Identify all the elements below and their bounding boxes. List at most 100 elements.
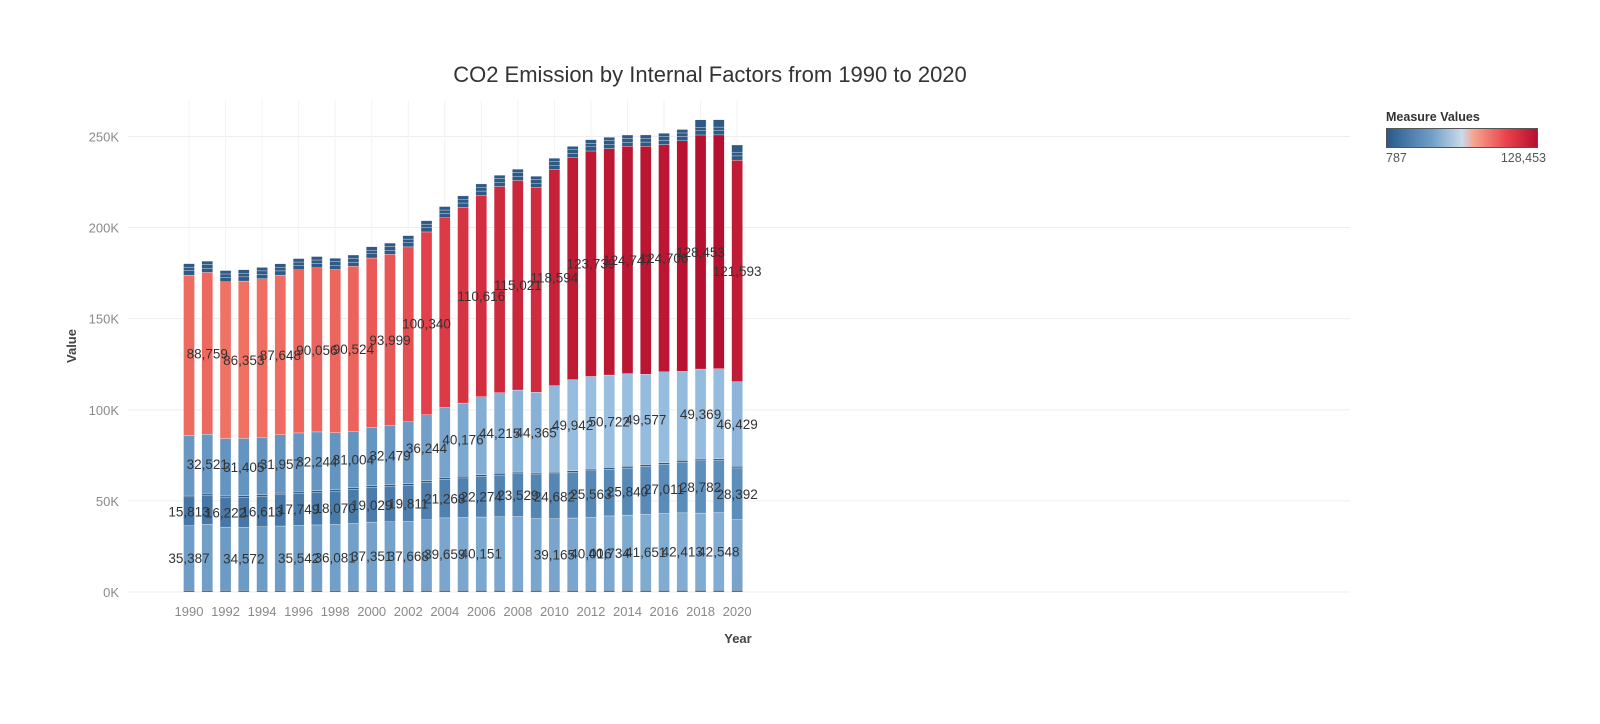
- bar-segment: [219, 590, 232, 593]
- data-label: 40,734: [589, 546, 631, 561]
- bar-segment: [658, 462, 670, 465]
- data-label: 22,274: [461, 490, 503, 505]
- bar-segment: [329, 590, 341, 593]
- bar-segment: [402, 235, 414, 240]
- bar-segment: [475, 183, 487, 188]
- bar-segment: [238, 269, 250, 274]
- bar-segment: [201, 590, 213, 593]
- bar-segment: [731, 590, 743, 593]
- bar-segment: [567, 590, 579, 593]
- bar-segment: [439, 477, 451, 480]
- data-label: 44,365: [515, 426, 556, 441]
- axes: 0K 50K 100K 150K 200K 250K 1990 1992 1994 1996 199…: [64, 129, 752, 646]
- bar-segment: [420, 590, 433, 593]
- bar-segment: [585, 146, 597, 152]
- data-label: 19,811: [388, 496, 428, 511]
- bar-segment: [274, 492, 287, 495]
- bar-segment: [366, 590, 378, 593]
- bar-segment: [457, 207, 469, 404]
- bar-segment: [658, 590, 670, 593]
- bar-segment: [238, 590, 250, 593]
- bar-segment: [621, 134, 634, 139]
- bar-segment: [256, 494, 268, 497]
- bar-segment: [274, 267, 287, 272]
- bar-segment: [183, 590, 195, 593]
- bar-segment: [621, 141, 634, 147]
- x-tick-label: 2006: [467, 604, 496, 619]
- data-label: 16,222: [205, 505, 246, 520]
- legend-min-label: 787: [1386, 151, 1407, 165]
- bar-segment: [475, 590, 487, 593]
- data-labels: 35,387 34,572 35,54236,08137,35137,66839,6…: [168, 245, 761, 567]
- bar-segment: [402, 483, 414, 486]
- data-label: 21,268: [424, 492, 465, 507]
- data-label: 18,070: [315, 501, 356, 516]
- data-label: 128,453: [676, 245, 725, 260]
- bar-segment: [475, 187, 487, 192]
- bar-segment: [366, 253, 378, 259]
- bar-segment: [457, 202, 469, 208]
- bar-segment: [676, 129, 688, 134]
- bar-segment: [493, 175, 506, 179]
- data-label: 41,651: [625, 545, 666, 560]
- bar-segment: [731, 155, 743, 161]
- bar-segment: [183, 270, 195, 276]
- bar-segment: [311, 490, 323, 493]
- data-label: 23,529: [497, 488, 538, 503]
- bar-segment: [530, 183, 542, 188]
- bar-segment: [713, 126, 725, 131]
- bar-segment: [567, 470, 579, 473]
- bar-segment: [402, 242, 414, 248]
- legend-labels: 787 128,453: [1386, 151, 1546, 169]
- bar-segment: [402, 238, 414, 243]
- data-label: 35,542: [278, 551, 319, 566]
- data-label: 50,722: [589, 414, 630, 429]
- data-label: 40,151: [461, 547, 502, 562]
- bar-segment: [731, 144, 743, 153]
- data-label: 110,616: [457, 289, 505, 304]
- x-tick-label: 1996: [284, 604, 313, 619]
- bar-segment: [420, 223, 433, 228]
- bar-segment: [238, 273, 250, 278]
- bar-segment: [621, 138, 634, 143]
- data-label: 87,648: [260, 348, 301, 363]
- data-label: 32,521: [187, 457, 228, 472]
- data-label: 25,563: [570, 487, 611, 502]
- bar-segment: [658, 136, 670, 141]
- data-label: 46,429: [716, 417, 757, 432]
- bar-segment: [439, 590, 451, 593]
- bar-segment: [201, 268, 213, 273]
- bar-segment: [256, 274, 268, 279]
- bar-segment: [457, 476, 469, 479]
- bar-segment: [640, 134, 652, 139]
- data-label: 17,749: [278, 502, 319, 517]
- data-label: 118,594: [530, 271, 578, 286]
- bar-segment: [292, 265, 305, 270]
- x-tick-label: 2014: [613, 604, 642, 619]
- bar-segment: [183, 266, 195, 271]
- bar-segment: [493, 590, 506, 593]
- bar-segment: [402, 590, 414, 593]
- bar-segment: [201, 264, 213, 269]
- data-label: 121,593: [713, 264, 762, 279]
- bar-segment: [676, 590, 688, 593]
- bar-segment: [640, 464, 652, 467]
- data-label: 19,029: [351, 498, 392, 513]
- bar-segment: [585, 590, 597, 593]
- bar-segment: [274, 590, 287, 593]
- bar-segment: [347, 258, 360, 263]
- bar-segment: [694, 126, 707, 131]
- bar-segment: [603, 137, 615, 141]
- x-tick-label: 2018: [686, 604, 715, 619]
- bar-segment: [256, 590, 268, 593]
- x-tick-label: 2004: [430, 604, 459, 619]
- data-label: 39,659: [424, 547, 465, 562]
- bar-segment: [548, 165, 561, 170]
- bar-segment: [603, 590, 615, 593]
- data-label: 34,572: [223, 552, 264, 567]
- data-label: 25,840: [607, 485, 648, 500]
- bar-segment: [384, 246, 396, 251]
- data-label: 42,413: [662, 545, 703, 560]
- x-axis-title: Year: [724, 631, 751, 646]
- bar-segment: [274, 263, 287, 268]
